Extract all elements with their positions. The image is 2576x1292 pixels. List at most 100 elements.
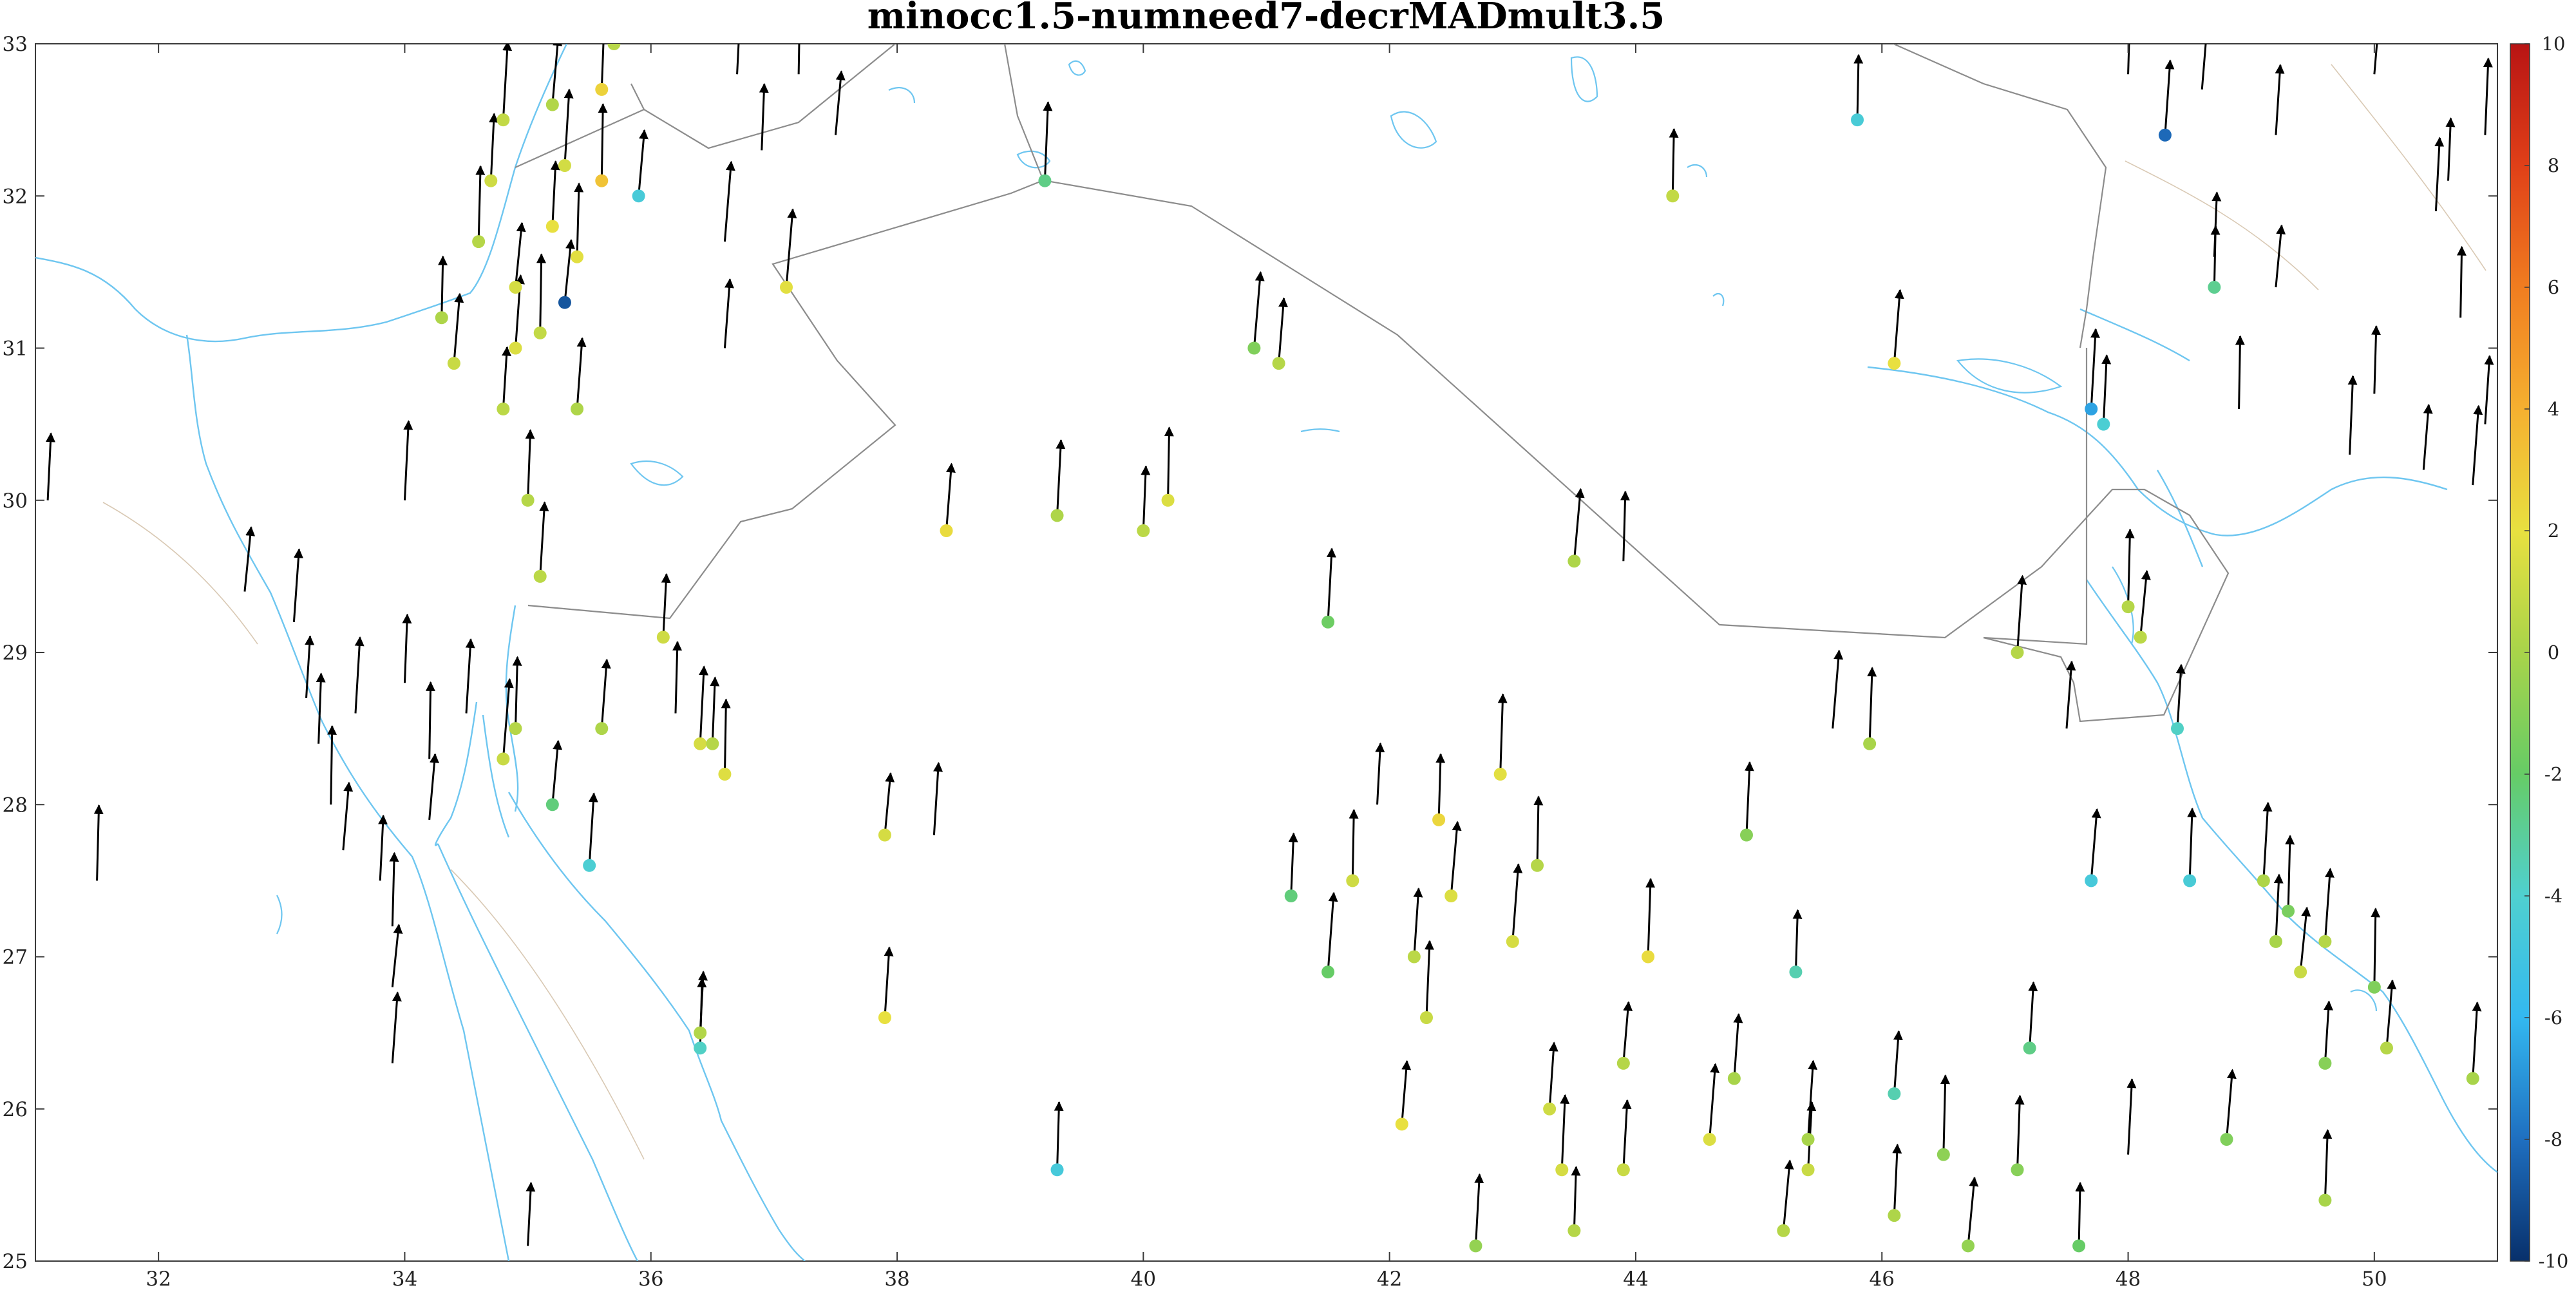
vector-arrow bbox=[425, 681, 435, 759]
station-point bbox=[1321, 965, 1335, 979]
station-arrow bbox=[1622, 1001, 1633, 1064]
station-arrow bbox=[2014, 1094, 2025, 1170]
station-arrow bbox=[884, 772, 895, 835]
station-point bbox=[2023, 1041, 2036, 1055]
station-arrow bbox=[2285, 835, 2295, 911]
station-arrow bbox=[1892, 1143, 1902, 1216]
station-point bbox=[2085, 403, 2098, 415]
station-point bbox=[497, 403, 510, 415]
station-arrow bbox=[1401, 1059, 1412, 1125]
station-point bbox=[694, 1041, 707, 1055]
vector-arrow bbox=[736, 44, 740, 75]
station-arrow bbox=[1435, 753, 1446, 820]
colorbar-tick-label: 2 bbox=[2548, 520, 2559, 542]
station-point bbox=[1642, 950, 1655, 964]
vector-arrow bbox=[797, 44, 800, 75]
station-point bbox=[545, 98, 559, 111]
station-point bbox=[1616, 1056, 1630, 1070]
station-point bbox=[1419, 1011, 1433, 1024]
station-point bbox=[1703, 1133, 1716, 1146]
station-point bbox=[509, 341, 522, 355]
station-arrow bbox=[710, 676, 720, 744]
vector-arrow bbox=[2484, 355, 2494, 424]
station-point bbox=[694, 1026, 707, 1040]
station-arrow bbox=[551, 739, 563, 805]
nile-river bbox=[185, 334, 510, 1261]
station-arrow bbox=[502, 44, 513, 120]
station-arrow bbox=[453, 292, 464, 364]
station-arrow bbox=[1450, 821, 1462, 897]
station-point bbox=[1432, 813, 1446, 826]
station-point bbox=[558, 159, 571, 172]
vector-arrow bbox=[2201, 44, 2207, 90]
colorbar-tick-label: -8 bbox=[2544, 1128, 2562, 1150]
station-point bbox=[595, 174, 609, 187]
station-point bbox=[1469, 1239, 1482, 1253]
plot-area bbox=[35, 43, 2498, 1262]
station-arrow bbox=[600, 44, 605, 90]
station-arrow bbox=[512, 656, 522, 729]
vector-arrow bbox=[2235, 335, 2245, 410]
station-arrow bbox=[1807, 1059, 1818, 1140]
station-arrow bbox=[2125, 528, 2135, 607]
station-arrow bbox=[1054, 1101, 1064, 1170]
x-tick-label: 48 bbox=[2116, 1268, 2141, 1291]
station-arrow bbox=[1782, 1159, 1794, 1231]
station-point bbox=[2318, 1193, 2332, 1207]
station-arrow bbox=[2175, 663, 2186, 729]
vector-arrow bbox=[402, 613, 412, 683]
lake-1 bbox=[1016, 150, 1051, 169]
station-arrow bbox=[2322, 1129, 2333, 1201]
station-arrow bbox=[564, 88, 574, 166]
station-point bbox=[706, 737, 719, 750]
colorbar-tick-label: 10 bbox=[2542, 33, 2566, 55]
station-arrow bbox=[945, 462, 956, 531]
y-tick-label: 33 bbox=[3, 33, 28, 56]
station-point bbox=[940, 524, 953, 537]
station-point bbox=[1666, 189, 1680, 203]
vector-arrow bbox=[243, 526, 256, 592]
station-arrow bbox=[638, 129, 649, 196]
station-point bbox=[472, 235, 486, 249]
y-tick-label: 28 bbox=[3, 793, 28, 817]
station-arrow bbox=[1253, 271, 1265, 348]
station-point bbox=[2367, 980, 2381, 994]
velocity-arrows bbox=[45, 0, 2494, 1246]
vector-arrow bbox=[2091, 0, 2098, 44]
station-arrow bbox=[1474, 1173, 1484, 1246]
vector-arrow bbox=[2422, 404, 2433, 470]
station-arrow bbox=[1327, 891, 1338, 973]
station-point bbox=[447, 357, 460, 370]
station-point bbox=[1888, 1209, 1901, 1222]
y-tick-label: 27 bbox=[3, 946, 28, 969]
station-arrow bbox=[2385, 979, 2397, 1049]
station-arrow bbox=[1164, 426, 1174, 500]
colorbar-tick-label: 0 bbox=[2548, 641, 2559, 663]
station-arrow bbox=[2090, 808, 2101, 881]
station-point bbox=[1272, 357, 1285, 370]
station-arrow bbox=[1424, 940, 1434, 1018]
vector-arrow bbox=[391, 991, 402, 1063]
vector-arrow bbox=[2347, 375, 2358, 455]
vector-arrow bbox=[1620, 490, 1630, 562]
vector-arrow bbox=[305, 635, 315, 698]
vector-arrow bbox=[389, 851, 399, 927]
station-arrow bbox=[1967, 1176, 1979, 1246]
station-point bbox=[571, 403, 584, 415]
vector-arrow bbox=[428, 753, 439, 821]
station-arrow bbox=[2225, 1069, 2237, 1140]
station-arrow bbox=[2028, 981, 2038, 1049]
station-point bbox=[1321, 615, 1335, 629]
station-point bbox=[1493, 768, 1507, 781]
y-tick-label: 32 bbox=[3, 185, 28, 208]
station-arrow bbox=[1511, 863, 1523, 942]
colorbar-tick-label: 4 bbox=[2548, 398, 2559, 420]
station-point bbox=[2208, 281, 2221, 294]
station-point bbox=[1789, 965, 1803, 979]
station-arrow bbox=[1669, 128, 1679, 196]
station-point bbox=[2269, 935, 2282, 948]
station-point bbox=[1407, 950, 1421, 964]
station-point bbox=[545, 220, 559, 233]
station-point bbox=[497, 752, 510, 766]
station-point bbox=[2183, 874, 2197, 888]
